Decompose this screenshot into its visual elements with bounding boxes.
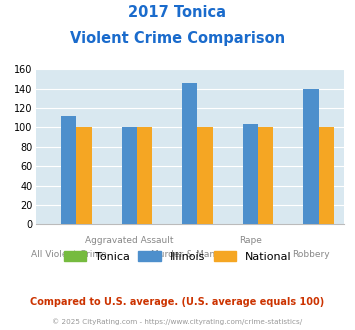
Bar: [76, 127, 92, 224]
Bar: [258, 127, 273, 224]
Text: Compared to U.S. average. (U.S. average equals 100): Compared to U.S. average. (U.S. average …: [31, 297, 324, 307]
Bar: [122, 127, 137, 224]
Legend: Tonica, Illinois, National: Tonica, Illinois, National: [59, 247, 296, 267]
Bar: [182, 83, 197, 224]
Bar: [304, 89, 319, 224]
Bar: [319, 127, 334, 224]
Text: Murder & Mans...: Murder & Mans...: [151, 249, 229, 259]
Bar: [197, 127, 213, 224]
Bar: [137, 127, 152, 224]
Text: © 2025 CityRating.com - https://www.cityrating.com/crime-statistics/: © 2025 CityRating.com - https://www.city…: [53, 318, 302, 325]
Text: Robbery: Robbery: [292, 249, 330, 259]
Text: Violent Crime Comparison: Violent Crime Comparison: [70, 31, 285, 46]
Bar: [243, 124, 258, 224]
Text: Rape: Rape: [239, 236, 262, 245]
Text: 2017 Tonica: 2017 Tonica: [129, 5, 226, 20]
Bar: [61, 116, 76, 224]
Text: Aggravated Assault: Aggravated Assault: [85, 236, 174, 245]
Text: All Violent Crime: All Violent Crime: [31, 249, 107, 259]
